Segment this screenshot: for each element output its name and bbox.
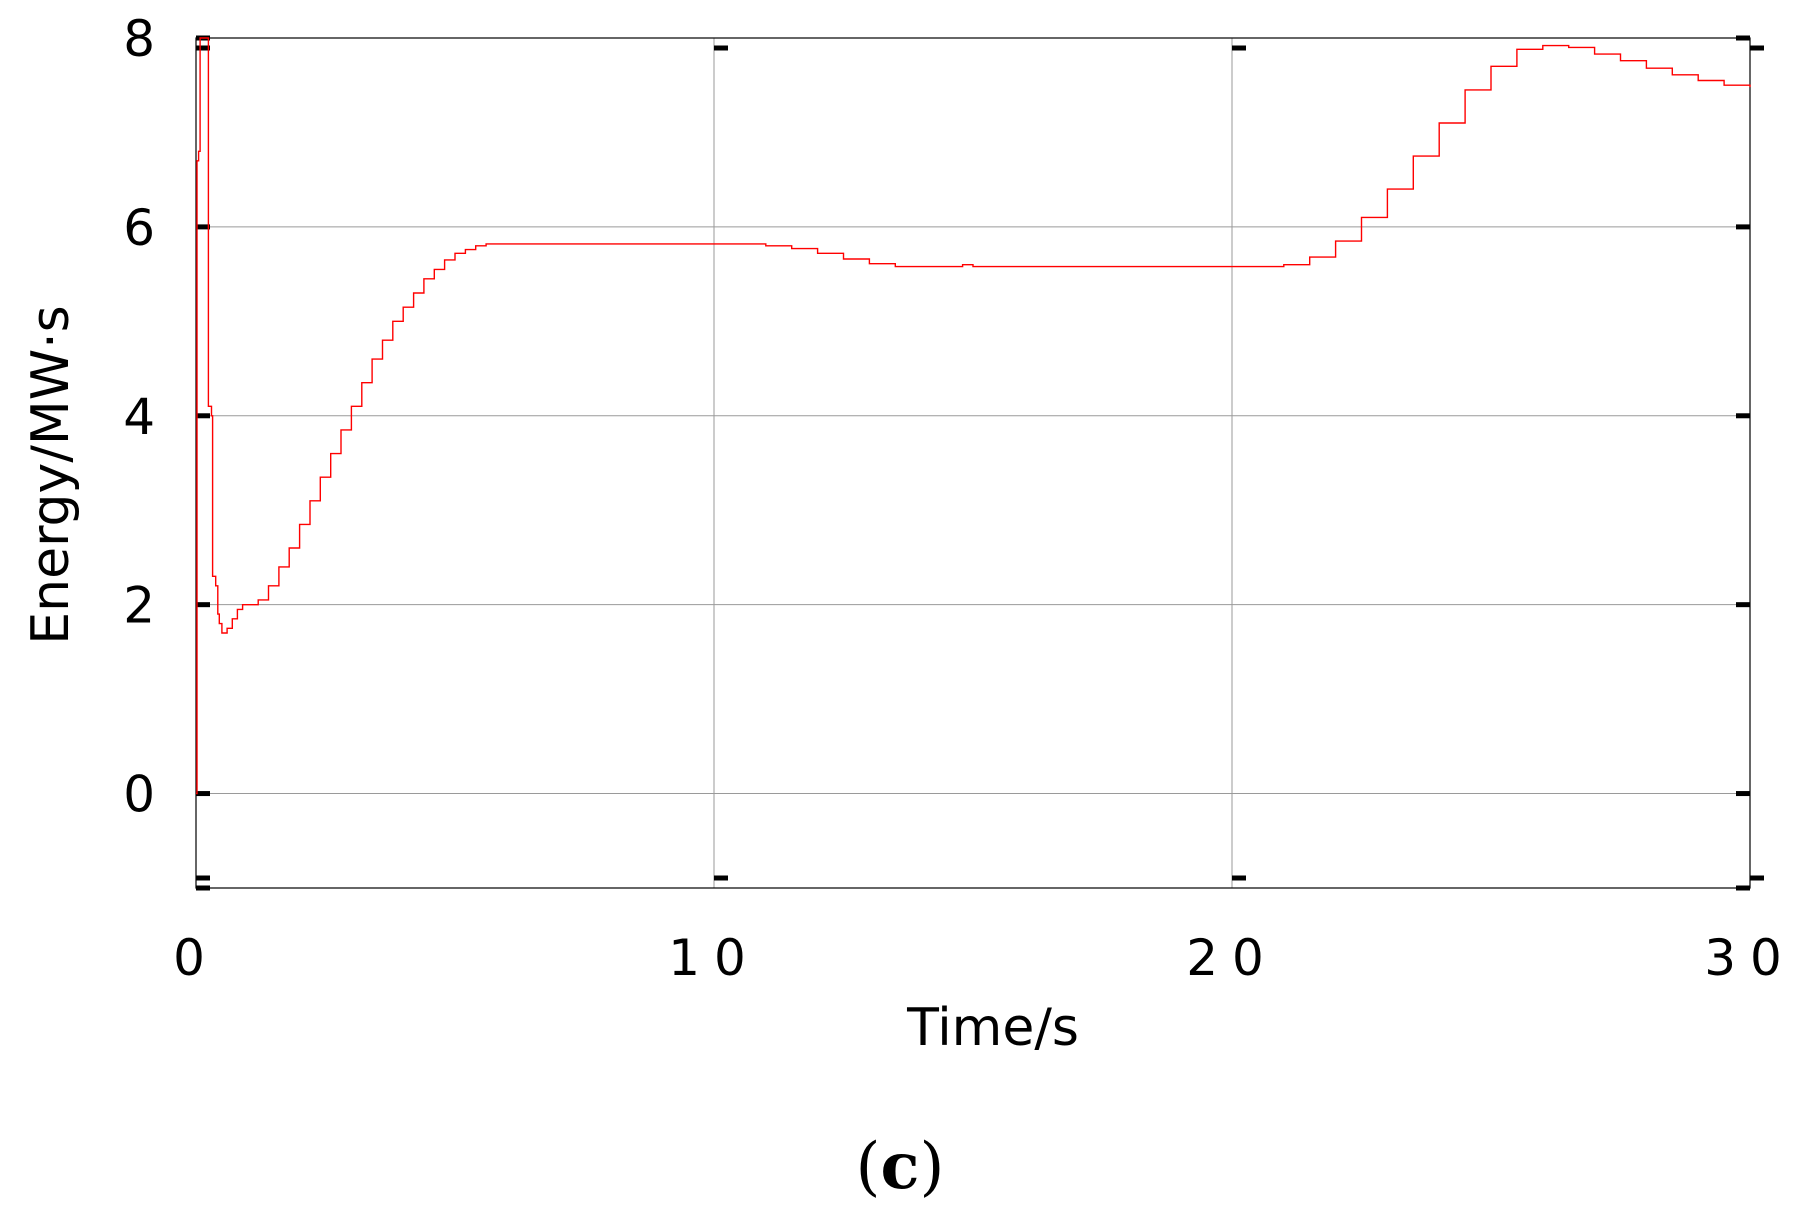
y-tick-label: 0	[123, 766, 155, 824]
panel-label: (c)	[856, 1129, 945, 1204]
x-tick-label: 0	[173, 929, 219, 987]
plot-frame	[195, 37, 1751, 889]
grid	[195, 37, 1751, 888]
y-tick-label: 4	[123, 388, 155, 446]
energy-series-line	[196, 37, 1751, 795]
y-axis-title: Energy/MW·s	[21, 305, 81, 644]
y-tick-label: 2	[123, 577, 155, 635]
x-axis-title: Time/s	[906, 998, 1079, 1058]
x-tick-label: 30	[1704, 929, 1796, 987]
y-tick-label: 8	[123, 10, 155, 68]
x-tick-label: 10	[668, 929, 760, 987]
panel-label-open: (	[856, 1130, 881, 1204]
panel-label-letter: c	[881, 1129, 920, 1204]
x-tick-labels: 0 10 20 30	[173, 929, 1796, 987]
y-tick-labels: 0 2 4 6 8	[123, 10, 155, 824]
x-tick-label: 20	[1186, 929, 1278, 987]
tick-marks	[196, 35, 1764, 891]
y-tick-label: 6	[123, 199, 155, 257]
panel-label-close: )	[919, 1130, 944, 1204]
